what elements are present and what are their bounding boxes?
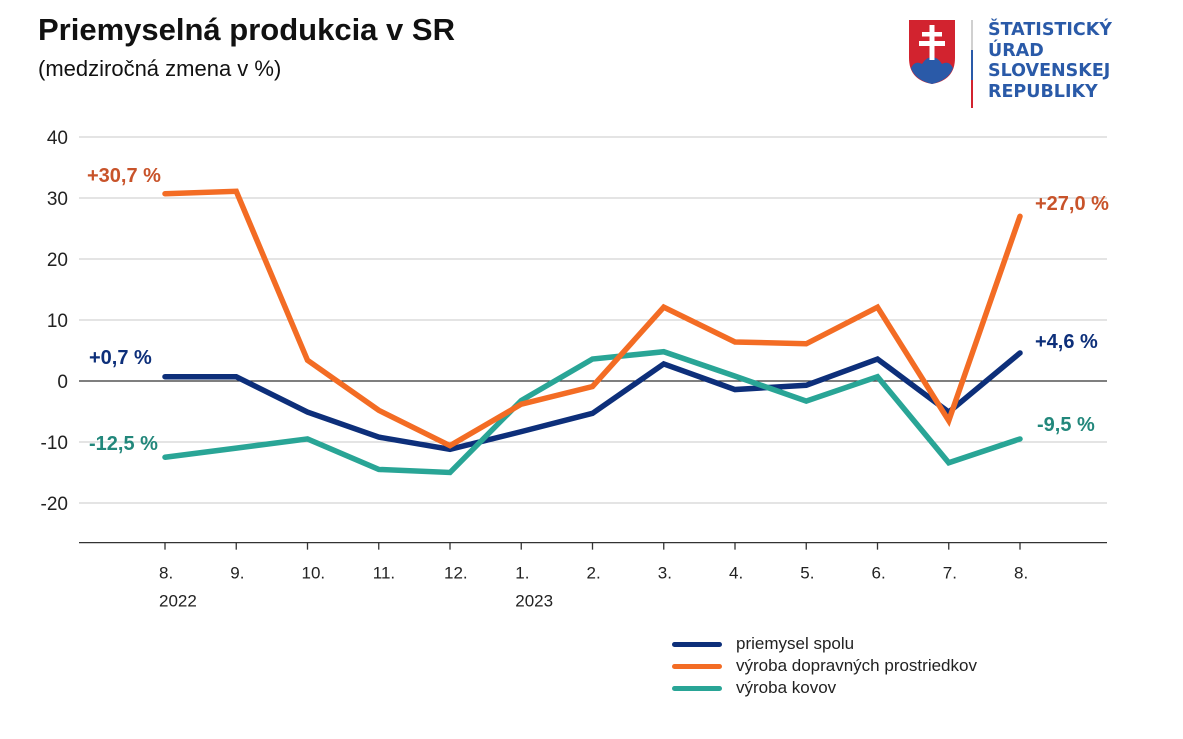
series-line-0 [162, 350, 1023, 453]
legend-label: priemysel spolu [736, 634, 855, 653]
x-year-label: 2023 [515, 592, 553, 611]
y-axis-tick-labels: 40 30 20 10 0 -10 -20 [41, 128, 68, 515]
legend-swatch [672, 685, 722, 691]
gridlines [79, 136, 1107, 504]
legend-label: výroba dopravných prostriedkov [736, 656, 977, 675]
x-tick-label: 5. [800, 564, 814, 583]
coat-of-arms-icon [909, 20, 973, 108]
x-tick-label: 8. [1014, 564, 1028, 583]
end-value-label: +4,6 % [1035, 331, 1098, 353]
legend-label: výroba kovov [736, 678, 837, 697]
x-tick-label: 10. [302, 564, 326, 583]
statistical-office-logo: ŠTATISTICKÝ ÚRAD SLOVENSKEJ REPUBLIKY [905, 18, 1165, 110]
x-tick-label: 1. [515, 564, 529, 583]
chart-subtitle: (medziročná zmena v %) [38, 56, 282, 81]
x-tick-label: 2. [587, 564, 601, 583]
series-lines [162, 188, 1023, 476]
y-tick-label: 10 [47, 311, 68, 332]
legend: priemysel spolu výroba dopravných prostr… [672, 633, 977, 699]
data-labels: +0,7 % +4,6 % +30,7 % +27,0 % -12,5 % -9,5 % [87, 165, 1109, 455]
legend-item-vyroba-dopravnych-prostriedkov: výroba dopravných prostriedkov [672, 655, 977, 677]
line-chart: 40 30 20 10 0 -10 -20 8. 9. 10. 11. 12. 1. 2. 3. 4. 5. 6… [41, 128, 1110, 611]
x-tick-label: 6. [872, 564, 886, 583]
legend-swatch [672, 641, 722, 647]
logo-text: ŠTATISTICKÝ ÚRAD SLOVENSKEJ REPUBLIKY [988, 20, 1112, 102]
x-tick-label: 7. [943, 564, 957, 583]
start-value-label: -12,5 % [89, 433, 158, 455]
y-tick-label: 40 [47, 128, 68, 149]
end-value-label: -9,5 % [1037, 414, 1095, 436]
y-tick-label: -20 [41, 494, 68, 515]
x-axis: 8. 9. 10. 11. 12. 1. 2. 3. 4. 5. 6. 7. 8. 2022 2023 [79, 542, 1107, 611]
logo-line: SLOVENSKEJ [988, 61, 1111, 81]
logo-line: ŠTATISTICKÝ [988, 20, 1112, 40]
x-tick-label: 8. [159, 564, 173, 583]
x-tick-label: 3. [658, 564, 672, 583]
start-value-label: +30,7 % [87, 165, 161, 187]
legend-swatch [672, 663, 722, 669]
legend-item-vyroba-kovov: výroba kovov [672, 677, 977, 699]
legend-item-priemysel-spolu: priemysel spolu [672, 633, 977, 655]
x-year-label: 2022 [159, 592, 197, 611]
y-tick-label: 20 [47, 250, 68, 271]
y-tick-label: -10 [41, 433, 68, 454]
y-tick-label: 0 [57, 372, 68, 393]
chart-title: Priemyselná produkcia v SR [38, 12, 455, 47]
x-tick-label: 11. [373, 564, 395, 583]
x-tick-label: 4. [729, 564, 743, 583]
x-tick-label: 12. [444, 564, 468, 583]
y-tick-label: 30 [47, 189, 68, 210]
logo-line: ÚRAD [988, 40, 1044, 61]
end-value-label: +27,0 % [1035, 193, 1109, 215]
start-value-label: +0,7 % [89, 347, 152, 369]
logo-line: REPUBLIKY [988, 81, 1098, 102]
x-tick-label: 9. [230, 564, 244, 583]
